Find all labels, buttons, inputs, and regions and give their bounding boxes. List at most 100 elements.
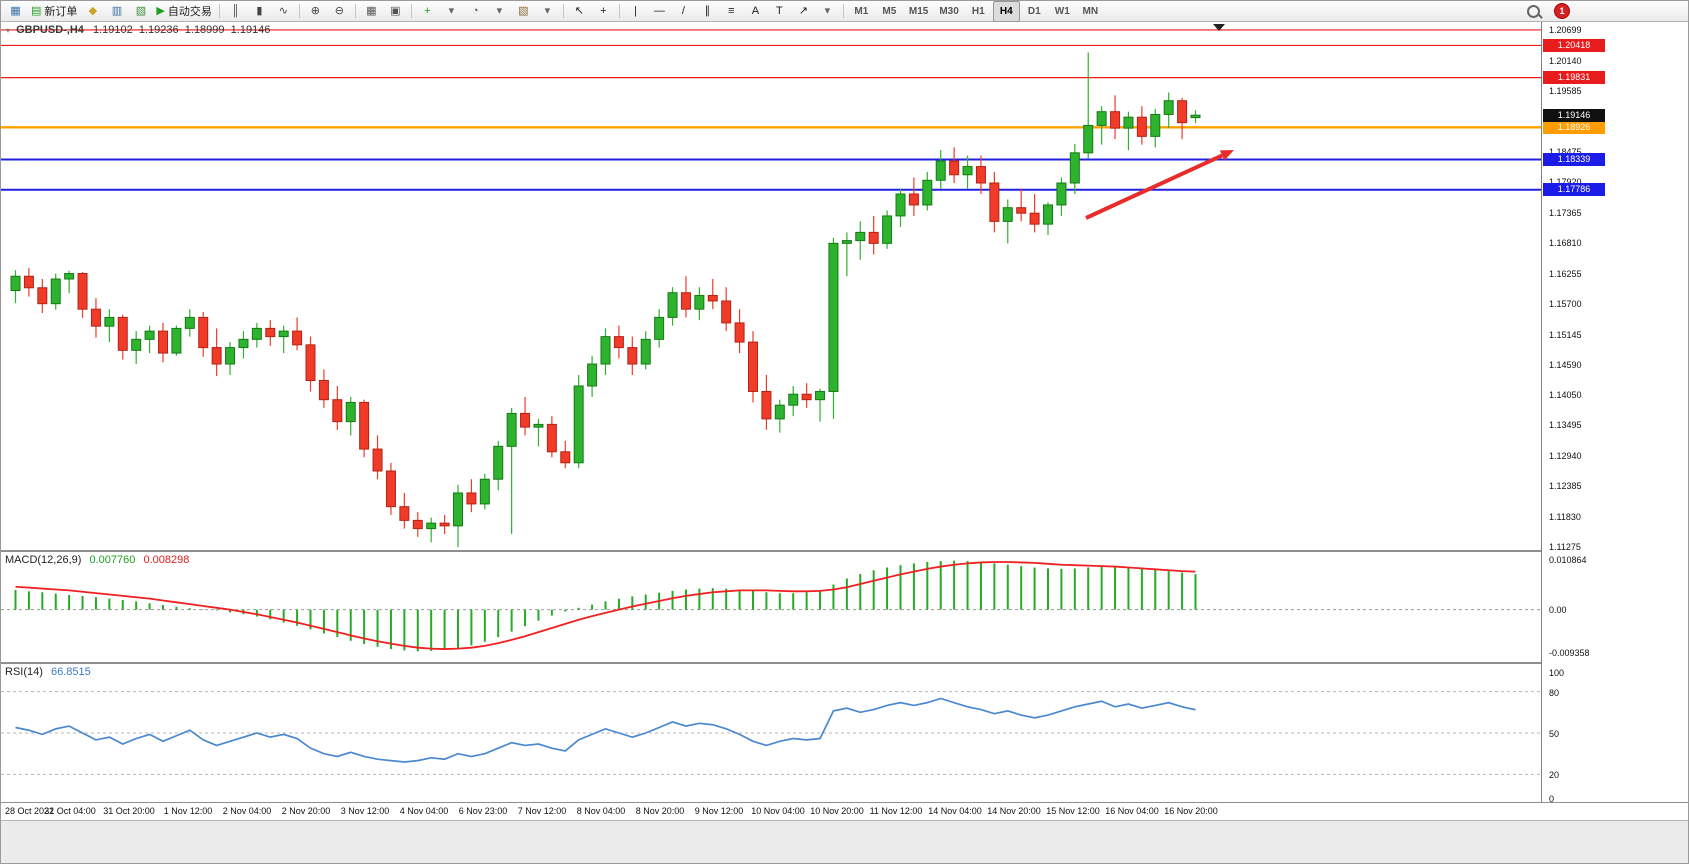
- candlestick-chart-icon[interactable]: ▮: [248, 3, 271, 20]
- charts-icon[interactable]: ▦: [4, 3, 27, 20]
- level-price-box: 1.17786: [1543, 183, 1605, 197]
- label-icon-glyph: T: [776, 4, 783, 17]
- trend-arrow-line[interactable]: [1085, 153, 1224, 220]
- channel-icon[interactable]: ∥: [696, 3, 719, 20]
- candle-body: [587, 363, 598, 387]
- new-order-button-glyph: ▤: [31, 4, 42, 17]
- tile-windows-icon-glyph: ▦: [366, 4, 377, 17]
- price-axis[interactable]: 1.20699 1.20140 1.19585 1.18475 1.17920 1.173…: [1541, 22, 1688, 804]
- periods-dropdown-icon[interactable]: ▾: [488, 3, 511, 20]
- trend-arrow-head[interactable]: [1219, 150, 1234, 161]
- market-watch-icon-glyph: ▥: [111, 4, 123, 17]
- timeframe-m30[interactable]: M30: [934, 1, 963, 22]
- tile-windows-icon[interactable]: ▦: [360, 3, 383, 20]
- bar-chart-icon-glyph: ║: [231, 4, 240, 17]
- templates-dropdown-icon[interactable]: ▾: [536, 3, 559, 20]
- auto-trading-button[interactable]: ▶ 自动交易: [153, 3, 214, 20]
- macd-label: MACD(12,26,9) 0.007760 0.008298: [5, 554, 189, 566]
- candle-body: [1043, 204, 1053, 225]
- candle-body: [788, 393, 799, 406]
- timeframe-mn-label: MN: [1082, 5, 1099, 17]
- rsi-pane[interactable]: RSI(14) 66.8515: [1, 664, 1541, 803]
- chart-shift-marker[interactable]: [1213, 24, 1225, 31]
- candle-body: [10, 275, 21, 292]
- label-icon[interactable]: T: [768, 3, 791, 20]
- timeframe-h4[interactable]: H4: [992, 1, 1020, 22]
- notification-badge[interactable]: 1: [1554, 3, 1570, 19]
- price-axis-label: 1.11830: [1549, 511, 1581, 522]
- indicators-icon[interactable]: +: [416, 3, 439, 20]
- templates-icon-glyph: ▧: [518, 4, 529, 17]
- candle-body: [922, 179, 933, 206]
- timeframe-w1[interactable]: W1: [1049, 1, 1076, 22]
- chart-menu-icon[interactable]: ▾: [6, 26, 11, 35]
- candle-body: [506, 412, 517, 447]
- cursor-icon[interactable]: ↖: [568, 3, 591, 20]
- candle-body: [680, 292, 691, 310]
- time-axis-label: 8 Nov 20:00: [635, 806, 685, 816]
- candle-body: [104, 316, 115, 327]
- market-watch-icon[interactable]: ▥: [105, 3, 128, 20]
- candle-body: [828, 242, 839, 392]
- zoom-in-icon[interactable]: ⊕: [304, 3, 327, 20]
- timeframe-m30-label: M30: [939, 5, 959, 17]
- cursor-icon-glyph: ↖: [574, 4, 584, 17]
- trendline-icon[interactable]: /: [672, 3, 695, 20]
- timeframe-h1[interactable]: H1: [965, 1, 992, 22]
- candle-body: [37, 287, 48, 305]
- candle-body: [399, 506, 410, 521]
- timeframe-w1-label: W1: [1054, 5, 1070, 17]
- main-chart-pane[interactable]: ▾ GBPUSD-,H4 1.19102 1.19236 1.18999 1.1…: [1, 22, 1541, 552]
- candle-body: [533, 423, 544, 428]
- horizontal-line-icon[interactable]: —: [648, 3, 671, 20]
- chart-open-value: 1.19102: [92, 24, 133, 36]
- timeframe-m1[interactable]: M1: [848, 1, 875, 22]
- timeframe-m15[interactable]: M15: [904, 1, 933, 22]
- timeframe-mn[interactable]: MN: [1077, 1, 1104, 22]
- time-axis-label: 2 Nov 20:00: [281, 806, 331, 816]
- candle-body: [131, 338, 142, 351]
- arrows-icon[interactable]: ↗: [792, 3, 815, 20]
- chart-workspace: ▾ GBPUSD-,H4 1.19102 1.19236 1.18999 1.1…: [1, 22, 1688, 819]
- time-axis-label: 6 Nov 23:00: [458, 806, 508, 816]
- price-axis-label: 1.12940: [1549, 450, 1582, 461]
- vertical-line-icon[interactable]: |: [624, 3, 647, 20]
- navigator-icon[interactable]: ▧: [129, 3, 152, 20]
- macd-pane[interactable]: MACD(12,26,9) 0.007760 0.008298: [1, 552, 1541, 664]
- candle-body: [265, 327, 276, 338]
- time-axis-label: 2 Nov 04:00: [222, 806, 272, 816]
- candle-body: [962, 166, 973, 176]
- candle-body: [345, 401, 356, 423]
- fibonacci-icon[interactable]: ≡: [720, 3, 743, 20]
- candle-body: [453, 492, 463, 527]
- time-axis-label: 14 Nov 04:00: [928, 806, 982, 816]
- time-axis-label: 10 Nov 20:00: [810, 806, 864, 816]
- timeframe-m5[interactable]: M5: [876, 1, 903, 22]
- candle-body: [627, 347, 638, 365]
- macd-chart[interactable]: [1, 552, 1541, 662]
- channel-icon-glyph: ∥: [704, 4, 711, 17]
- indicators-dropdown-icon[interactable]: ▾: [440, 3, 463, 20]
- time-axis-label: 7 Nov 12:00: [517, 806, 567, 816]
- candle-body: [332, 399, 343, 423]
- crosshair-icon[interactable]: +: [592, 3, 615, 20]
- line-chart-icon[interactable]: ∿: [272, 3, 295, 20]
- arrange-windows-icon[interactable]: ▣: [384, 3, 407, 20]
- timeframe-h4-label: H4: [999, 5, 1013, 17]
- bar-chart-icon[interactable]: ║: [224, 3, 247, 20]
- metaeditor-icon[interactable]: ◆: [81, 3, 104, 20]
- templates-icon[interactable]: ▧: [512, 3, 535, 20]
- line-chart-icon-glyph: ∿: [278, 4, 288, 17]
- text-icon[interactable]: A: [744, 3, 767, 20]
- arrows-dropdown-icon[interactable]: ▾: [816, 3, 839, 20]
- candlestick-chart[interactable]: [1, 22, 1541, 550]
- zoom-out-icon[interactable]: ⊖: [328, 3, 351, 20]
- periods-icon[interactable]: ◔: [464, 3, 487, 20]
- time-axis[interactable]: 28 Oct 2022 31 Oct 04:00 31 Oct 20:00 1 Nov…: [1, 802, 1688, 820]
- candle-body: [694, 294, 705, 310]
- timeframe-d1[interactable]: D1: [1021, 1, 1048, 22]
- new-order-button[interactable]: ▤ 新订单: [28, 3, 80, 20]
- vertical-line-icon-glyph: |: [633, 4, 637, 17]
- rsi-chart[interactable]: [1, 664, 1541, 802]
- search-icon[interactable]: [1527, 4, 1540, 18]
